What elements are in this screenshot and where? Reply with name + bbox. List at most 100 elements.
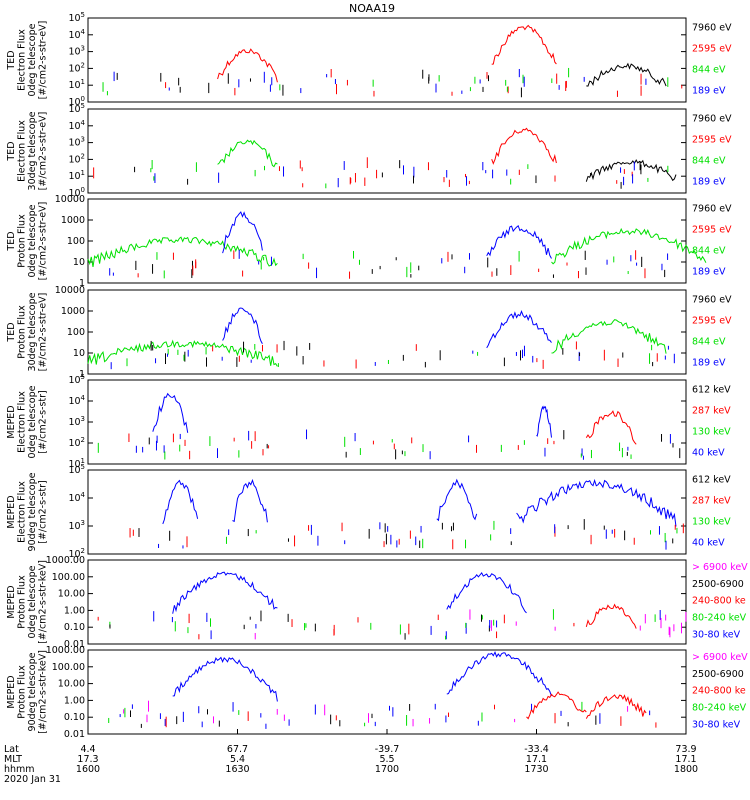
legend-entry: 40 keV	[692, 538, 725, 549]
legend-entry: 287 keV	[692, 406, 731, 417]
x-tick-mlt: 17.1	[675, 754, 696, 765]
data-trace-2	[232, 478, 268, 523]
data-trace-1	[87, 339, 278, 367]
y-tick-label: 10.00	[58, 589, 85, 600]
panel-3: 1 10 100 1000 10000 TEDProton Flux0deg telesc…	[6, 194, 732, 289]
footer-label-hhmm: hhmm	[4, 764, 35, 775]
x-tick-lat: 67.7	[227, 744, 248, 755]
data-trace-3	[486, 310, 552, 349]
legend-entry: 30-80 keV	[692, 629, 741, 640]
legend-entry: 2500-6900	[692, 669, 744, 680]
legend-entry: 189 eV	[692, 267, 726, 278]
legend-entry: 130 keV	[692, 517, 731, 528]
y-tick-label: 1000.00	[46, 645, 85, 656]
y-axis-label: TEDElectron Flux30deg telescope[#/cm2-s-…	[6, 111, 49, 190]
y-tick-label: 1.00	[64, 605, 85, 616]
y-tick-label: 102	[68, 152, 85, 165]
y-tick-label: 0.10	[64, 712, 85, 723]
data-trace-3	[585, 603, 637, 629]
legend-entry: 189 eV	[692, 177, 726, 188]
y-tick-label: 1000.00	[46, 555, 85, 566]
plot-frame	[87, 17, 687, 103]
y-tick-label: 105	[68, 463, 85, 476]
x-tick-hhmm: 1730	[524, 764, 548, 775]
x-tick-mlt: 5.4	[230, 754, 245, 765]
legend-entry: 189 eV	[692, 86, 726, 97]
y-tick-label: 10	[73, 257, 85, 268]
legend-entry: 7960 eV	[692, 23, 732, 34]
data-trace-1	[152, 392, 189, 433]
data-trace-1	[172, 656, 278, 702]
data-trace-2	[491, 127, 557, 165]
data-trace-3	[586, 62, 667, 87]
legend-entry: 2595 eV	[692, 135, 732, 146]
y-tick-label: 103	[68, 136, 85, 149]
y-tick-label: 100.00	[52, 662, 85, 673]
data-trace-1	[217, 139, 278, 168]
y-tick-label: 103	[68, 415, 85, 428]
data-trace-3	[585, 410, 637, 445]
y-axis-label: MEPEDElectron Flux0deg telescope[#/cm2-s…	[6, 385, 49, 458]
legend-entry: 80-240 keV	[692, 612, 747, 623]
y-tick-label: 10000	[55, 285, 85, 296]
legend-entry: 240-800 ke	[692, 686, 746, 697]
x-tick-lat: -33.4	[524, 744, 549, 755]
legend-entry: 2500-6900	[692, 579, 744, 590]
x-tick-mlt: 17.1	[526, 754, 547, 765]
legend-entry: 844 eV	[692, 337, 726, 348]
y-axis-label: MEPEDElectron Flux90deg telescope[#/cm2-…	[6, 472, 49, 551]
y-axis-label: MEPEDProton Flux0deg telescope[#/cm2-s-s…	[6, 560, 49, 644]
y-tick-label: 100	[67, 327, 85, 338]
y-tick-label: 1	[79, 369, 85, 380]
footer-date: 2020 Jan 31	[4, 774, 61, 785]
footer-label-mlt: MLT	[4, 754, 22, 765]
legend-entry: 240-800 ke	[692, 596, 746, 607]
y-tick-label: 1000	[61, 215, 85, 226]
y-tick-label: 104	[68, 491, 85, 504]
data-trace-2	[446, 651, 552, 697]
y-tick-label: 10	[73, 348, 85, 359]
y-axis-label: MEPEDProton Flux90deg telescope[#/cm2-s-…	[6, 650, 49, 734]
y-tick-label: 100	[67, 236, 85, 247]
y-tick-label: 101	[68, 78, 85, 91]
legend-entry: 2595 eV	[692, 225, 732, 236]
plot-frame	[87, 469, 687, 555]
legend-entry: 30-80 keV	[692, 719, 741, 730]
data-trace-2	[536, 405, 552, 438]
legend-entry: 844 eV	[692, 65, 726, 76]
data-trace-2	[446, 571, 527, 614]
panel-4: 1 10 100 1000 10000 TEDProton Flux30deg teles…	[6, 285, 732, 380]
legend-entry: 7960 eV	[692, 114, 732, 125]
y-tick-label: 10000	[55, 194, 85, 205]
y-tick-label: 102	[68, 436, 85, 449]
legend-entry: 2595 eV	[692, 316, 732, 327]
data-trace-3	[436, 478, 478, 522]
panel-8: 0.01 0.10 1.00 10.00 100.00 1000.00MEPEDProto…	[6, 645, 748, 740]
y-tick-label: 100.00	[52, 572, 85, 583]
legend-entry: > 6900 keV	[692, 652, 748, 663]
data-trace-3	[585, 159, 677, 182]
y-tick-label: 0.01	[64, 639, 85, 650]
y-tick-label: 101	[68, 169, 85, 182]
y-tick-label: 1.00	[64, 695, 85, 706]
data-trace-1	[172, 571, 278, 614]
legend-entry: 40 keV	[692, 448, 725, 459]
x-tick-hhmm: 1700	[375, 764, 399, 775]
x-tick-lat: -39.7	[375, 744, 400, 755]
y-tick-label: 103	[68, 45, 85, 58]
y-tick-label: 0.01	[64, 729, 85, 740]
legend-entry: 2595 eV	[692, 44, 732, 55]
legend-entry: 130 keV	[692, 427, 731, 438]
legend-entry: 189 eV	[692, 358, 726, 369]
data-trace-3	[526, 691, 587, 720]
x-tick-hhmm: 1630	[225, 764, 249, 775]
y-tick-label: 102	[68, 61, 85, 74]
plot-frame	[87, 559, 687, 645]
plot-frame	[87, 289, 687, 375]
x-tick-mlt: 5.5	[379, 754, 394, 765]
data-trace-2	[222, 211, 263, 254]
